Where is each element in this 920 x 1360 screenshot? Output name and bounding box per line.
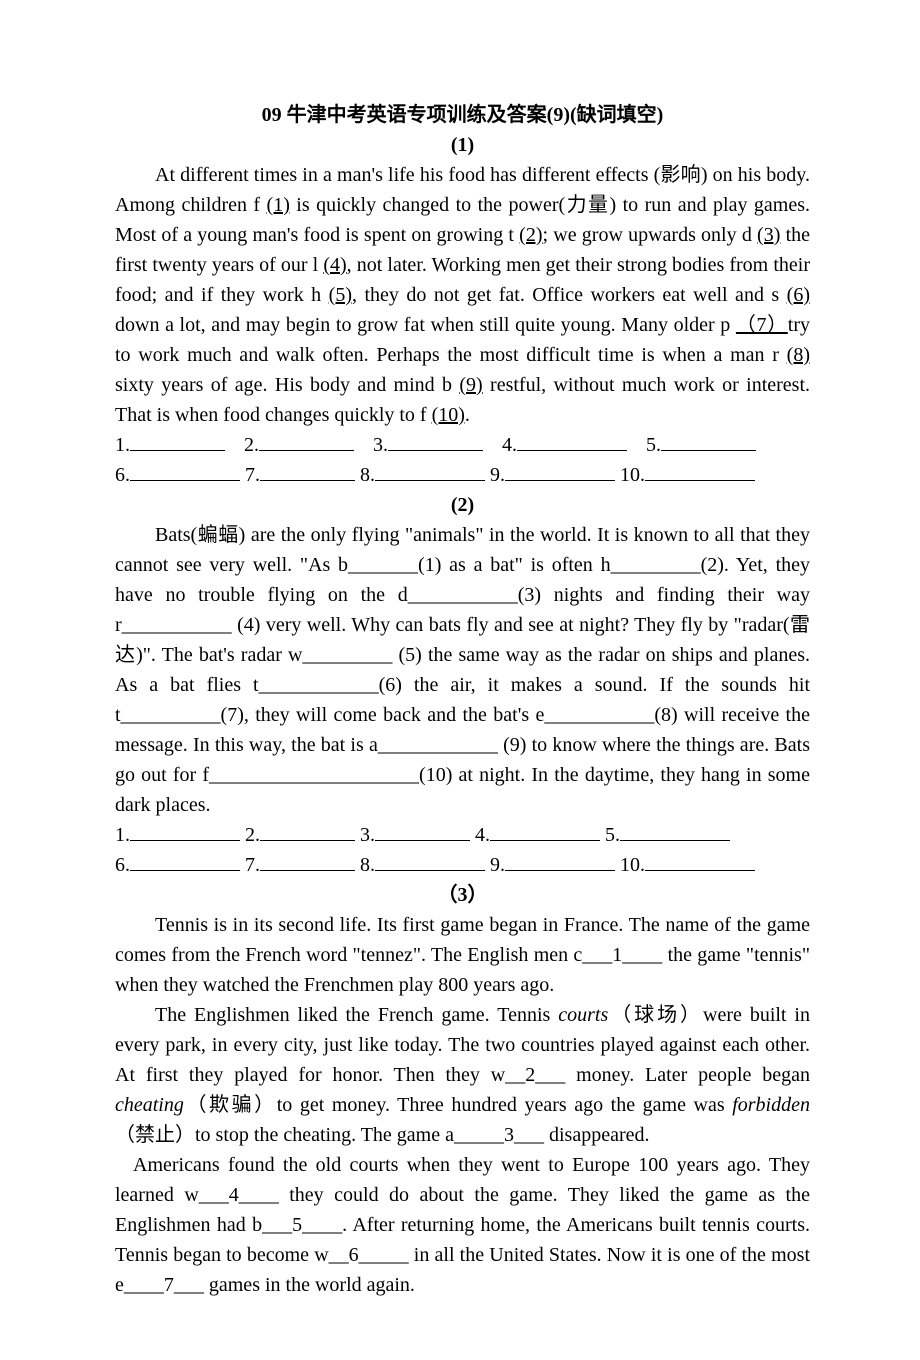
ans-2-4: 4. xyxy=(475,824,490,846)
ans-1-1: 1. xyxy=(115,434,130,456)
ans-1-7: 7. xyxy=(245,464,260,486)
ans-1-9: 9. xyxy=(490,464,505,486)
section-3-para-3: Americans found the old courts when they… xyxy=(115,1150,810,1300)
ans-1-5: 5. xyxy=(646,434,661,456)
ans-2-8: 8. xyxy=(360,854,375,876)
section-2-answers-row-2: 6. 7. 8. 9. 10. xyxy=(115,850,810,880)
section-3-para-2: The Englishmen liked the French game. Te… xyxy=(115,1000,810,1150)
ans-2-6: 6. xyxy=(115,854,130,876)
ans-2-3: 3. xyxy=(360,824,375,846)
section-3-para-1: Tennis is in its second life. Its first … xyxy=(115,910,810,1000)
section-3-num: （3） xyxy=(115,880,810,910)
section-1-answers-row-1: 1. 2. 3. 4. 5. xyxy=(115,430,810,460)
section-2-answers-row-1: 1. 2. 3. 4. 5. xyxy=(115,820,810,850)
ans-2-2: 2. xyxy=(245,824,260,846)
section-1-num: (1) xyxy=(115,130,810,160)
ans-2-1: 1. xyxy=(115,824,130,846)
ans-1-4: 4. xyxy=(502,434,517,456)
ans-2-9: 9. xyxy=(490,854,505,876)
section-2-passage: Bats(蝙蝠) are the only flying "animals" i… xyxy=(115,520,810,820)
ans-1-2: 2. xyxy=(244,434,259,456)
ans-2-5: 5. xyxy=(605,824,620,846)
ans-1-6: 6. xyxy=(115,464,130,486)
section-1-answers-row-2: 6. 7. 8. 9. 10. xyxy=(115,460,810,490)
page-title: 09 牛津中考英语专项训练及答案(9)(缺词填空) xyxy=(115,100,810,130)
section-2-num: (2) xyxy=(115,490,810,520)
section-1-passage: At different times in a man's life his f… xyxy=(115,160,810,430)
ans-1-10: 10. xyxy=(620,464,645,486)
ans-2-7: 7. xyxy=(245,854,260,876)
ans-2-10: 10. xyxy=(620,854,645,876)
ans-1-3: 3. xyxy=(373,434,388,456)
ans-1-8: 8. xyxy=(360,464,375,486)
